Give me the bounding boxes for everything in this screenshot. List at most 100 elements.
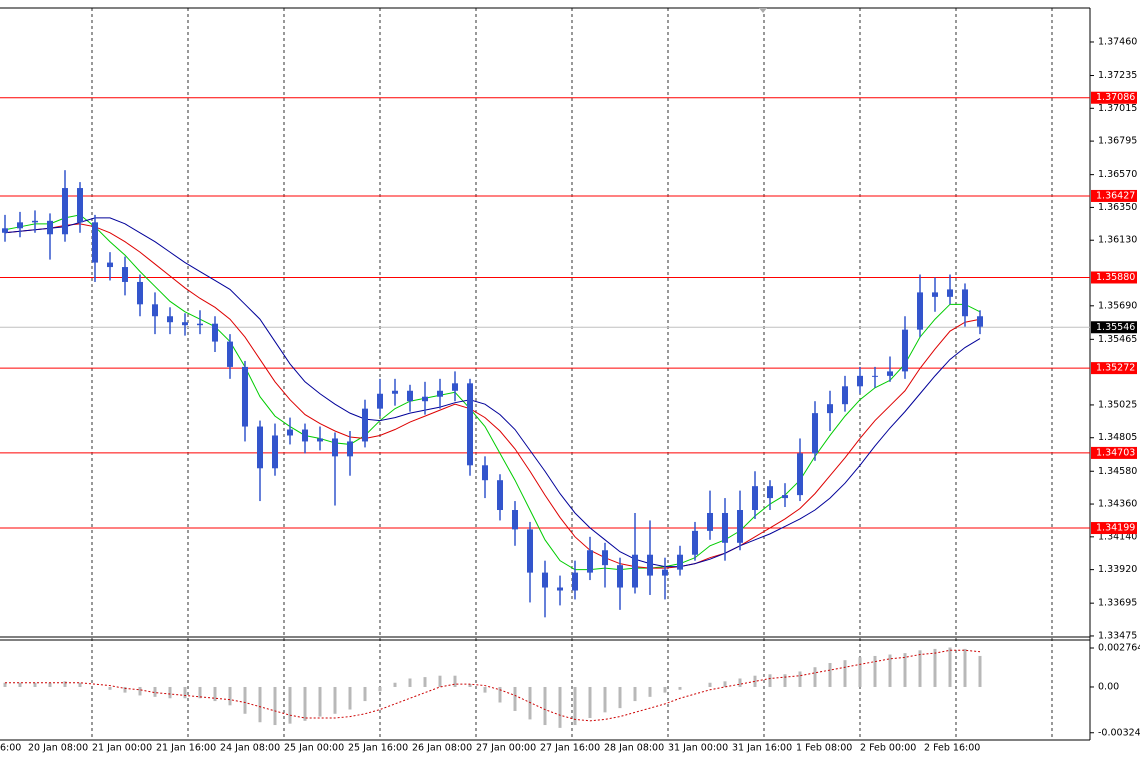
candle-body	[722, 512, 728, 543]
level-label-box	[1091, 271, 1137, 284]
y-tick-label: 1.35690	[1098, 300, 1137, 311]
level-label: 1.35272	[1096, 363, 1135, 374]
candle-body	[197, 323, 203, 326]
x-tick-label: 24 Jan 08:00	[220, 743, 280, 754]
y-tick-label: 1.37015	[1098, 103, 1137, 114]
x-tick-label: 31 Jan 16:00	[732, 743, 792, 754]
time-grid	[91, 8, 1053, 740]
y-tick-label: 1.34140	[1098, 531, 1137, 542]
candle-body	[902, 329, 908, 372]
candle-body	[407, 390, 413, 402]
x-tick-label: 6:00	[0, 743, 21, 754]
level-label-box	[1091, 91, 1137, 104]
candle-body	[332, 438, 338, 457]
y-tick-label: 1.34360	[1098, 499, 1137, 510]
candle-body	[572, 572, 578, 591]
candle-body	[947, 289, 953, 297]
candle-body	[527, 529, 533, 573]
candle-body	[152, 304, 158, 317]
candle-body	[692, 530, 698, 555]
x-tick-label: 31 Jan 00:00	[668, 743, 728, 754]
candle-body	[227, 341, 233, 367]
y-tick-label: 1.33475	[1098, 630, 1137, 641]
candle-body	[647, 554, 653, 576]
candle-body	[827, 404, 833, 414]
candle-body	[392, 390, 398, 394]
candle-body	[782, 495, 788, 499]
y-tick-label: 1.36350	[1098, 202, 1137, 213]
candle-body	[602, 550, 608, 566]
y-tick-label: 0.002764	[1098, 642, 1140, 653]
y-tick-label: 1.36795	[1098, 136, 1137, 147]
level-label: 1.35880	[1096, 272, 1135, 283]
candle-body	[467, 383, 473, 466]
x-tick-label: 20 Jan 08:00	[28, 743, 88, 754]
x-tick-label: 21 Jan 16:00	[156, 743, 216, 754]
current-price-box	[1091, 321, 1137, 334]
y-tick-label: 1.37235	[1098, 70, 1137, 81]
candle-body	[662, 569, 668, 576]
level-label: 1.37086	[1096, 92, 1135, 103]
y-tick-label: 1.34805	[1098, 432, 1137, 443]
x-tick-label: 28 Jan 08:00	[604, 743, 664, 754]
moving-average	[4, 223, 981, 569]
x-tick-label: 2 Feb 00:00	[860, 743, 916, 754]
y-tick-label: 1.35465	[1098, 334, 1137, 345]
candle-body	[2, 228, 8, 233]
candle-body	[347, 441, 353, 457]
y-tick-label: -0.003246	[1098, 727, 1140, 738]
y-tick-label: 1.33695	[1098, 598, 1137, 609]
candle-body	[17, 222, 23, 229]
candle-body	[107, 262, 113, 268]
candle-body	[77, 188, 83, 223]
current-price-label: 1.35546	[1096, 322, 1135, 333]
candle-body	[362, 408, 368, 442]
candle-body	[512, 510, 518, 530]
candle-body	[737, 510, 743, 543]
candle-body	[797, 453, 803, 496]
candle-body	[32, 220, 38, 223]
x-tick-label: 1 Feb 08:00	[796, 743, 852, 754]
x-tick-label: 2 Feb 16:00	[924, 743, 980, 754]
candle-body	[452, 383, 458, 391]
candle-body	[257, 426, 263, 469]
x-tick-label: 25 Jan 00:00	[284, 743, 344, 754]
y-tick-label: 1.36130	[1098, 235, 1137, 246]
candle-body	[872, 375, 878, 377]
candle-body	[617, 565, 623, 588]
level-label: 1.34199	[1096, 523, 1135, 534]
x-tick-label: 27 Jan 00:00	[476, 743, 536, 754]
candle-body	[842, 386, 848, 405]
y-tick-label: 1.37460	[1098, 36, 1137, 47]
candle-body	[497, 480, 503, 511]
x-tick-label: 25 Jan 16:00	[348, 743, 408, 754]
candle-body	[887, 371, 893, 376]
moving-average	[4, 217, 981, 568]
shift-marker	[759, 8, 767, 13]
candle-body	[317, 438, 323, 442]
candle-body	[632, 554, 638, 588]
candle-body	[182, 322, 188, 326]
candle-body	[377, 393, 383, 409]
candle-body	[767, 486, 773, 499]
y-tick-label: 1.36570	[1098, 169, 1137, 180]
candle-body	[482, 465, 488, 481]
candle-body	[932, 292, 938, 297]
candle-body	[302, 429, 308, 442]
candle-body	[272, 435, 278, 469]
candle-body	[122, 267, 128, 282]
level-label: 1.36427	[1096, 190, 1135, 201]
x-tick-label: 21 Jan 00:00	[92, 743, 152, 754]
candle-body	[212, 323, 218, 342]
signal-line	[5, 649, 981, 722]
candle-body	[242, 366, 248, 427]
candle-body	[917, 292, 923, 330]
x-tick-label: 27 Jan 16:00	[540, 743, 600, 754]
candle-body	[587, 550, 593, 573]
level-label-box	[1091, 446, 1137, 459]
x-tick-label: 26 Jan 08:00	[412, 743, 472, 754]
candle-body	[857, 375, 863, 387]
candle-body	[137, 281, 143, 305]
candle-body	[422, 396, 428, 402]
